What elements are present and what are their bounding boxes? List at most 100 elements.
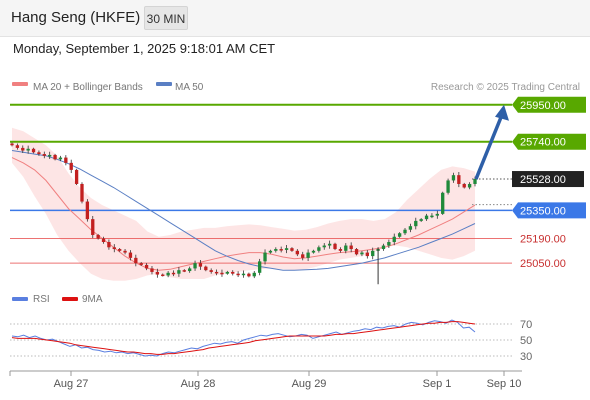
- candle: [231, 271, 235, 274]
- candle: [387, 242, 391, 246]
- candle: [284, 248, 289, 250]
- candle: [349, 245, 353, 250]
- ma20-line: [11, 157, 476, 271]
- candle: [69, 162, 73, 170]
- interval-button[interactable]: 30 MIN: [144, 6, 188, 30]
- candle: [139, 263, 143, 265]
- candle: [80, 183, 84, 202]
- x-tick-label: Aug 28: [181, 378, 216, 390]
- candle: [354, 249, 359, 255]
- candle: [112, 247, 116, 250]
- candle: [301, 254, 305, 258]
- candle: [435, 213, 439, 216]
- candle: [408, 226, 413, 230]
- candle: [31, 148, 36, 153]
- candle: [21, 147, 25, 151]
- candle: [236, 273, 240, 276]
- candle: [26, 148, 30, 151]
- candle: [188, 268, 192, 272]
- candle: [85, 201, 90, 220]
- level-label: 25190.00: [520, 234, 566, 246]
- candle: [430, 215, 434, 218]
- candle: [360, 252, 364, 255]
- candle: [74, 169, 79, 184]
- candle: [107, 242, 111, 248]
- ma20-legend-label: MA 20 + Bollinger Bands: [33, 82, 143, 93]
- rsi-tick-label: 30: [520, 351, 532, 363]
- ma50-legend-label: MA 50: [175, 82, 204, 93]
- candle: [338, 249, 343, 251]
- candle: [10, 143, 14, 146]
- candle: [457, 175, 461, 184]
- candle: [317, 247, 321, 251]
- candle: [403, 229, 407, 234]
- candle: [101, 238, 106, 243]
- candle: [214, 271, 219, 274]
- candle: [91, 219, 95, 235]
- chart-header: Hang Seng (HKFE) 30 MIN: [0, 0, 590, 37]
- candle: [37, 152, 41, 155]
- candle: [295, 250, 299, 255]
- rsi-legend: RSI 9MA: [12, 294, 103, 305]
- candle: [241, 273, 246, 276]
- candle: [311, 250, 316, 253]
- instrument-title: Hang Seng (HKFE): [11, 9, 141, 26]
- ma9-line: [11, 321, 476, 355]
- level-label: 25350.00: [520, 205, 566, 217]
- ma50-legend-swatch: [156, 82, 172, 86]
- candle: [365, 252, 369, 257]
- target-arrow-shaft: [474, 114, 504, 180]
- candle: [220, 272, 224, 275]
- candle: [306, 252, 310, 258]
- candle: [171, 272, 176, 275]
- candle: [333, 243, 337, 250]
- pivot-price-tag: [512, 202, 586, 219]
- candle: [381, 245, 386, 250]
- level-label: 25528.00: [520, 174, 566, 186]
- credit-label: Research © 2025 Trading Central: [431, 82, 580, 93]
- target-arrow-head: [495, 104, 509, 121]
- candle: [204, 266, 208, 271]
- candle: [322, 245, 326, 248]
- candle: [161, 274, 165, 277]
- rsi-line: [11, 319, 476, 357]
- candle: [274, 249, 278, 251]
- candle: [414, 220, 418, 227]
- ma20-legend-swatch: [12, 82, 28, 86]
- resistance-price-tag: [512, 133, 586, 150]
- candle: [225, 271, 230, 274]
- candle: [58, 157, 63, 160]
- candle: [48, 154, 52, 157]
- rsi-legend-swatch: [12, 297, 28, 301]
- ma50-line: [11, 150, 476, 271]
- level-label: 25950.00: [520, 100, 566, 112]
- candle: [392, 236, 396, 243]
- candle: [451, 175, 456, 181]
- resistance-price-tag: [512, 96, 586, 113]
- candle: [247, 273, 251, 277]
- candle: [177, 270, 181, 274]
- candle: [257, 261, 262, 273]
- candle: [134, 257, 138, 264]
- candle: [193, 263, 197, 269]
- bollinger-band-area: [12, 127, 475, 281]
- candle: [419, 219, 423, 221]
- candle: [462, 183, 466, 188]
- rsi-tick-label: 70: [520, 319, 532, 331]
- candle: [42, 154, 46, 156]
- ma9-legend-swatch: [62, 297, 78, 301]
- candle: [118, 249, 122, 251]
- candle: [397, 233, 402, 237]
- rsi-legend-label: RSI: [33, 294, 50, 305]
- candle: [144, 264, 149, 269]
- candle: [446, 180, 450, 193]
- candle: [15, 145, 20, 148]
- level-label: 25740.00: [520, 137, 566, 149]
- current-price-tag: [512, 171, 584, 188]
- x-tick-label: Aug 27: [54, 378, 89, 390]
- candle: [182, 270, 186, 272]
- candle: [155, 271, 160, 275]
- candle: [96, 234, 100, 239]
- candle: [198, 263, 203, 267]
- candle: [268, 250, 273, 253]
